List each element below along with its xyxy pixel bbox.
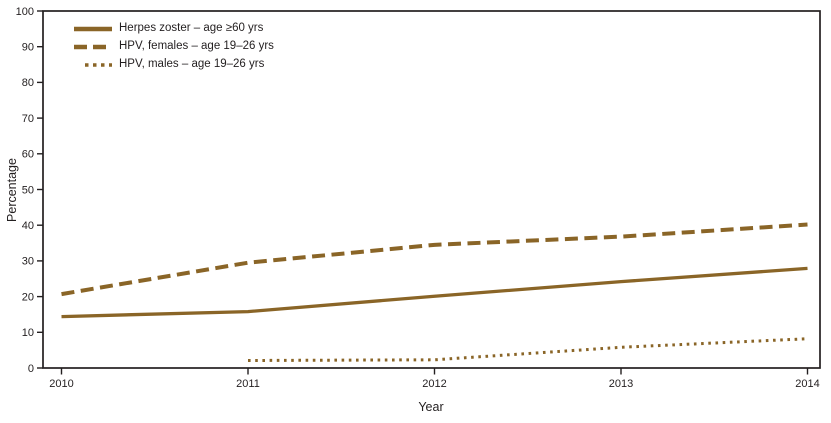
y-tick-label: 10 <box>22 327 34 339</box>
dashed-line-swatch <box>72 44 112 50</box>
legend-item-herpes-zoster: Herpes zoster – age ≥60 yrs <box>72 22 274 35</box>
series-line-solid <box>61 266 808 319</box>
y-tick-label: 100 <box>16 6 34 18</box>
x-tick-label: 2011 <box>236 378 260 390</box>
legend-item-hpv-males: HPV, males – age 19–26 yrs <box>72 58 274 71</box>
chart-legend: Herpes zoster – age ≥60 yrs HPV, females… <box>72 22 274 71</box>
series-line-dashed <box>61 222 808 297</box>
y-tick-label: 90 <box>22 42 34 54</box>
y-tick-label: 50 <box>22 184 34 196</box>
series-line-dotted <box>247 337 808 363</box>
y-tick-label: 60 <box>22 149 34 161</box>
y-tick-label: 70 <box>22 113 34 125</box>
x-tick-label: 2013 <box>609 378 633 390</box>
x-axis-title: Year <box>418 400 444 414</box>
legend-label-hpv-males: HPV, males – age 19–26 yrs <box>119 58 265 70</box>
y-axis-title: Percentage <box>5 158 19 222</box>
legend-label-herpes-zoster: Herpes zoster – age ≥60 yrs <box>119 22 264 34</box>
y-tick-label: 30 <box>22 256 34 268</box>
x-tick-label: 2010 <box>49 378 73 390</box>
y-tick-label: 80 <box>22 77 34 89</box>
y-tick-label: 20 <box>22 291 34 303</box>
legend-item-hpv-females: HPV, females – age 19–26 yrs <box>72 40 274 53</box>
y-tick-label: 0 <box>28 363 34 375</box>
x-tick-label: 2014 <box>795 378 819 390</box>
dotted-line-swatch <box>72 62 112 68</box>
x-tick-label: 2012 <box>422 378 446 390</box>
solid-line-swatch <box>72 26 112 32</box>
y-tick-label: 40 <box>22 220 34 232</box>
legend-label-hpv-females: HPV, females – age 19–26 yrs <box>119 40 274 52</box>
